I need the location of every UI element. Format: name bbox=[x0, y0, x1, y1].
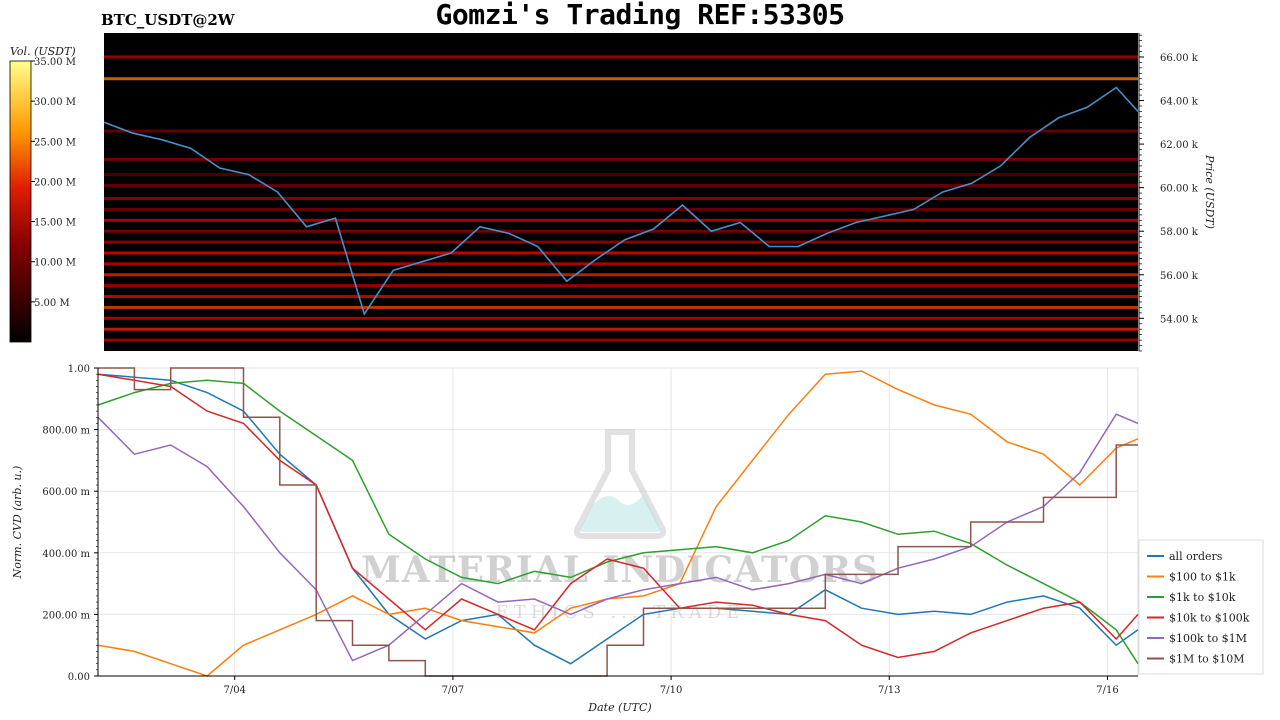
colorbar: Vol. (USDT) 5.00 M 10.00 M 15.00 M 20.00 M 2… bbox=[9, 45, 76, 343]
liquidity-band bbox=[104, 157, 1138, 161]
legend-entry: $1k to $10k bbox=[1169, 591, 1236, 604]
heatmap-ylabel: Price (USDT) bbox=[1203, 154, 1216, 229]
y-tick-label: 600.00 m bbox=[42, 487, 90, 498]
price-tick-label: 54.00 k bbox=[1160, 314, 1199, 325]
legend-entry: $100 to $1k bbox=[1169, 571, 1236, 584]
colorbar-tick-label: 15.00 M bbox=[34, 218, 76, 229]
cvd-xlabel: Date (UTC) bbox=[587, 701, 651, 714]
legend-entry: $10k to $100k bbox=[1169, 612, 1250, 625]
x-tick-label: 7/10 bbox=[660, 685, 682, 696]
colorbar-tick-label: 5.00 M bbox=[34, 298, 70, 309]
liquidity-band bbox=[104, 197, 1138, 201]
y-tick-label: 800.00 m bbox=[42, 426, 90, 437]
page-title: Gomzi's Trading REF:53305 bbox=[435, 0, 845, 31]
liquidity-band bbox=[104, 305, 1138, 309]
price-tick-label: 60.00 k bbox=[1160, 184, 1199, 195]
legend-entry: $100k to $1M bbox=[1169, 632, 1247, 645]
series-line bbox=[97, 373, 1139, 665]
series-line bbox=[97, 373, 1139, 659]
legend: all orders $100 to $1k $1k to $10k $10k to … bbox=[1138, 539, 1264, 675]
colorbar-label: Vol. (USDT) bbox=[10, 45, 76, 58]
pair-label: BTC_USDT@2W bbox=[101, 11, 235, 29]
legend-box bbox=[1138, 539, 1264, 675]
price-line-group bbox=[103, 86, 1139, 316]
legend-entry: all orders bbox=[1169, 550, 1223, 563]
watermark-brand: MATERIAL INDICATORS bbox=[361, 549, 879, 591]
y-tick-label: 200.00 m bbox=[42, 610, 90, 621]
liquidity-band bbox=[104, 229, 1138, 233]
x-tick-label: 7/13 bbox=[878, 685, 900, 696]
price-axis: 54.00 k 56.00 k 58.00 k 60.00 k 62.00 k 64.00… bbox=[1138, 33, 1199, 352]
colorbar-tick-label: 20.00 M bbox=[34, 177, 76, 188]
x-tick-label: 7/04 bbox=[223, 685, 245, 696]
y-tick-label: 1.00 bbox=[68, 364, 90, 375]
liquidity-band bbox=[104, 262, 1138, 266]
liquidity-band bbox=[104, 295, 1138, 299]
series-line bbox=[97, 413, 1139, 662]
x-tick-label: 7/07 bbox=[442, 685, 464, 696]
liquidity-band bbox=[104, 183, 1138, 187]
liquidity-band bbox=[104, 316, 1138, 320]
liquidity-band bbox=[104, 55, 1138, 59]
liquidity-band bbox=[104, 218, 1138, 222]
y-tick-label: 400.00 m bbox=[42, 549, 90, 560]
price-line bbox=[103, 86, 1139, 316]
liquidity-band bbox=[104, 284, 1138, 288]
y-tick-label: 0.00 bbox=[68, 672, 90, 683]
cvd-axes: 0.00 200.00 m 400.00 m 600.00 m 800.00 m 1.00… bbox=[42, 364, 1138, 696]
liquidity-band bbox=[104, 251, 1138, 255]
price-tick-label: 64.00 k bbox=[1160, 97, 1199, 108]
x-tick-label: 7/16 bbox=[1096, 685, 1118, 696]
watermark-tagline: ETHICS ... TRADE bbox=[496, 602, 745, 623]
liquidity-band bbox=[104, 129, 1138, 133]
colorbar-tick-label: 30.00 M bbox=[34, 97, 76, 108]
colorbar-tick-label: 25.00 M bbox=[34, 137, 76, 148]
liquidity-band bbox=[104, 207, 1138, 211]
series-line bbox=[97, 370, 1139, 677]
legend-entry: $1M to $10M bbox=[1169, 653, 1245, 666]
flask-liquid-icon bbox=[579, 494, 661, 532]
liquidity-band bbox=[104, 338, 1138, 342]
series-line bbox=[97, 379, 1139, 665]
colorbar-tick-label: 35.00 M bbox=[34, 57, 76, 68]
price-tick-label: 58.00 k bbox=[1160, 227, 1199, 238]
flask-icon bbox=[573, 429, 667, 539]
price-tick-label: 56.00 k bbox=[1160, 271, 1199, 282]
price-tick-label: 62.00 k bbox=[1160, 140, 1199, 151]
liquidity-band bbox=[104, 327, 1138, 331]
price-tick-label: 66.00 k bbox=[1160, 53, 1199, 64]
cvd-ylabel: Norm. CVD (arb. u.) bbox=[11, 466, 24, 580]
liquidity-band bbox=[104, 173, 1138, 177]
colorbar-tick-label: 10.00 M bbox=[34, 258, 76, 269]
liquidity-band bbox=[104, 273, 1138, 277]
liquidity-band bbox=[104, 77, 1138, 81]
colorbar-gradient bbox=[9, 60, 32, 343]
